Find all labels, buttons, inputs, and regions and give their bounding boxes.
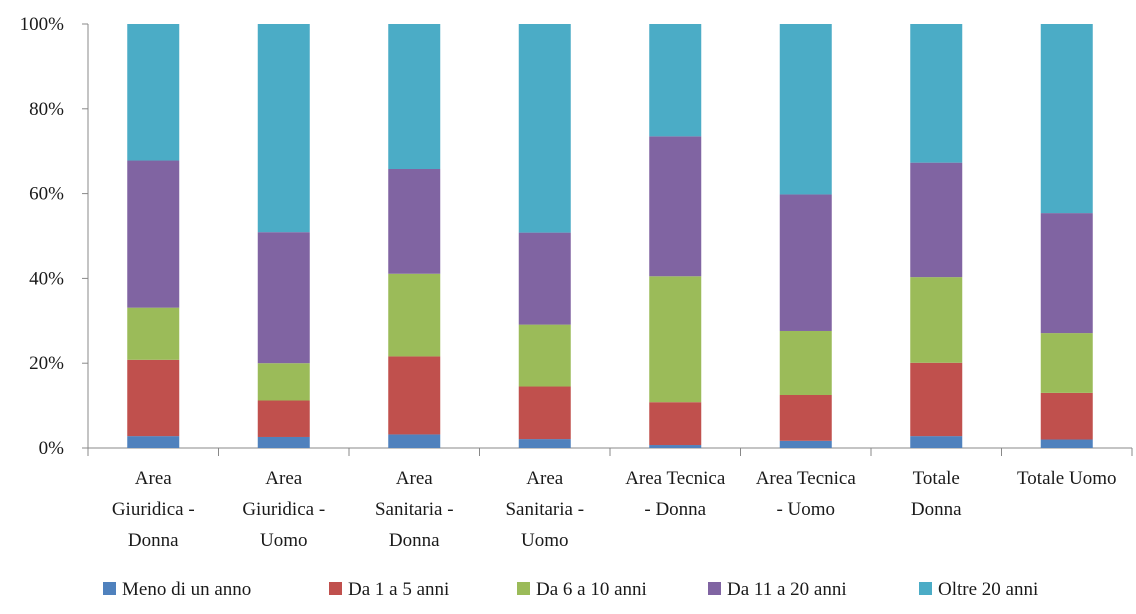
bar-segment xyxy=(1040,213,1093,334)
bar-segment xyxy=(1040,24,1093,214)
y-tick-label: 20% xyxy=(29,353,64,374)
bar-stack xyxy=(257,24,310,448)
bar-segment xyxy=(649,445,702,448)
legend-label: Da 1 a 5 anni xyxy=(348,579,449,600)
bar-segment xyxy=(127,307,180,360)
bar-segment xyxy=(910,277,963,363)
x-axis-labels: Area Giuridica -Donna Area Giuridica -Uomo A… xyxy=(112,468,1117,551)
bar-segment xyxy=(910,362,963,437)
legend-label: Da 11 a 20 anni xyxy=(727,579,847,600)
x-tick-label: Area Sanitaria -Donna xyxy=(375,468,454,551)
bar-segment xyxy=(779,395,832,441)
legend-label: Oltre 20 anni xyxy=(938,579,1038,600)
bar-segment xyxy=(779,194,832,331)
bar-stack xyxy=(779,24,832,448)
x-tick-label: Area Tecnica - Uomo xyxy=(756,468,857,520)
bar-segment xyxy=(257,24,310,233)
bar-segment xyxy=(779,440,832,448)
bar-segment xyxy=(257,400,310,437)
bar-stack xyxy=(127,24,180,448)
legend-swatch xyxy=(329,582,342,595)
bar-segment xyxy=(779,24,832,195)
legend-label: Meno di un anno xyxy=(122,579,251,600)
x-tick-label: Totale Donna xyxy=(911,468,962,520)
x-tick-label: Area Tecnica - Donna xyxy=(625,468,726,520)
bar-segment xyxy=(127,160,180,308)
x-tick-label: Totale Uomo xyxy=(1017,468,1116,489)
bar-segment xyxy=(388,356,441,435)
bar-segment xyxy=(127,24,180,161)
axes xyxy=(87,24,1133,456)
y-tick-label: 0% xyxy=(39,438,65,459)
bar-segment xyxy=(388,273,441,357)
bar-segment xyxy=(388,24,441,170)
bar-segment xyxy=(518,439,571,448)
bar-segment xyxy=(257,436,310,448)
legend-swatch xyxy=(708,582,721,595)
bar-segment xyxy=(257,363,310,401)
bar-segment xyxy=(649,24,702,137)
bar-segment xyxy=(1040,392,1093,440)
bar-segment xyxy=(649,276,702,403)
legend-label: Da 6 a 10 anni xyxy=(536,579,647,600)
bar-segment xyxy=(649,136,702,277)
bar-stack xyxy=(388,24,441,448)
bar-stack xyxy=(518,24,571,448)
bar-segment xyxy=(518,232,571,325)
bar-segment xyxy=(1040,333,1093,393)
bar-stack xyxy=(910,24,963,448)
bar-segment xyxy=(518,324,571,387)
bar-segment xyxy=(388,169,441,274)
legend: Meno di un anno Da 1 a 5 anni Da 6 a 10 an… xyxy=(103,579,1038,600)
legend-swatch xyxy=(103,582,116,595)
bar-segment xyxy=(518,386,571,440)
bar-stack xyxy=(1040,24,1093,448)
y-tick-label: 80% xyxy=(29,99,64,120)
y-tick-label: 60% xyxy=(29,184,64,205)
y-axis-ticks: 0% 20% 40% 60% 80% 100% xyxy=(20,14,88,459)
bar-segment xyxy=(127,436,180,448)
y-tick-label: 100% xyxy=(20,14,65,35)
x-tick-label: Area Sanitaria -Uomo xyxy=(505,468,584,551)
y-tick-label: 40% xyxy=(29,268,64,289)
bar-segment xyxy=(649,402,702,446)
bar-segment xyxy=(910,24,963,163)
bar-segment xyxy=(388,434,441,448)
x-tick-label: Area Giuridica -Uomo xyxy=(242,468,325,551)
legend-swatch xyxy=(517,582,530,595)
bar-segment xyxy=(518,24,571,233)
legend-swatch xyxy=(919,582,932,595)
bar-segment xyxy=(910,162,963,278)
bar-segment xyxy=(779,330,832,395)
bars xyxy=(127,24,1093,448)
x-tick-label: Area Giuridica -Donna xyxy=(112,468,195,551)
bar-segment xyxy=(910,436,963,448)
bar-segment xyxy=(1040,439,1093,448)
bar-segment xyxy=(127,359,180,437)
bar-stack xyxy=(649,24,702,448)
bar-segment xyxy=(257,232,310,364)
